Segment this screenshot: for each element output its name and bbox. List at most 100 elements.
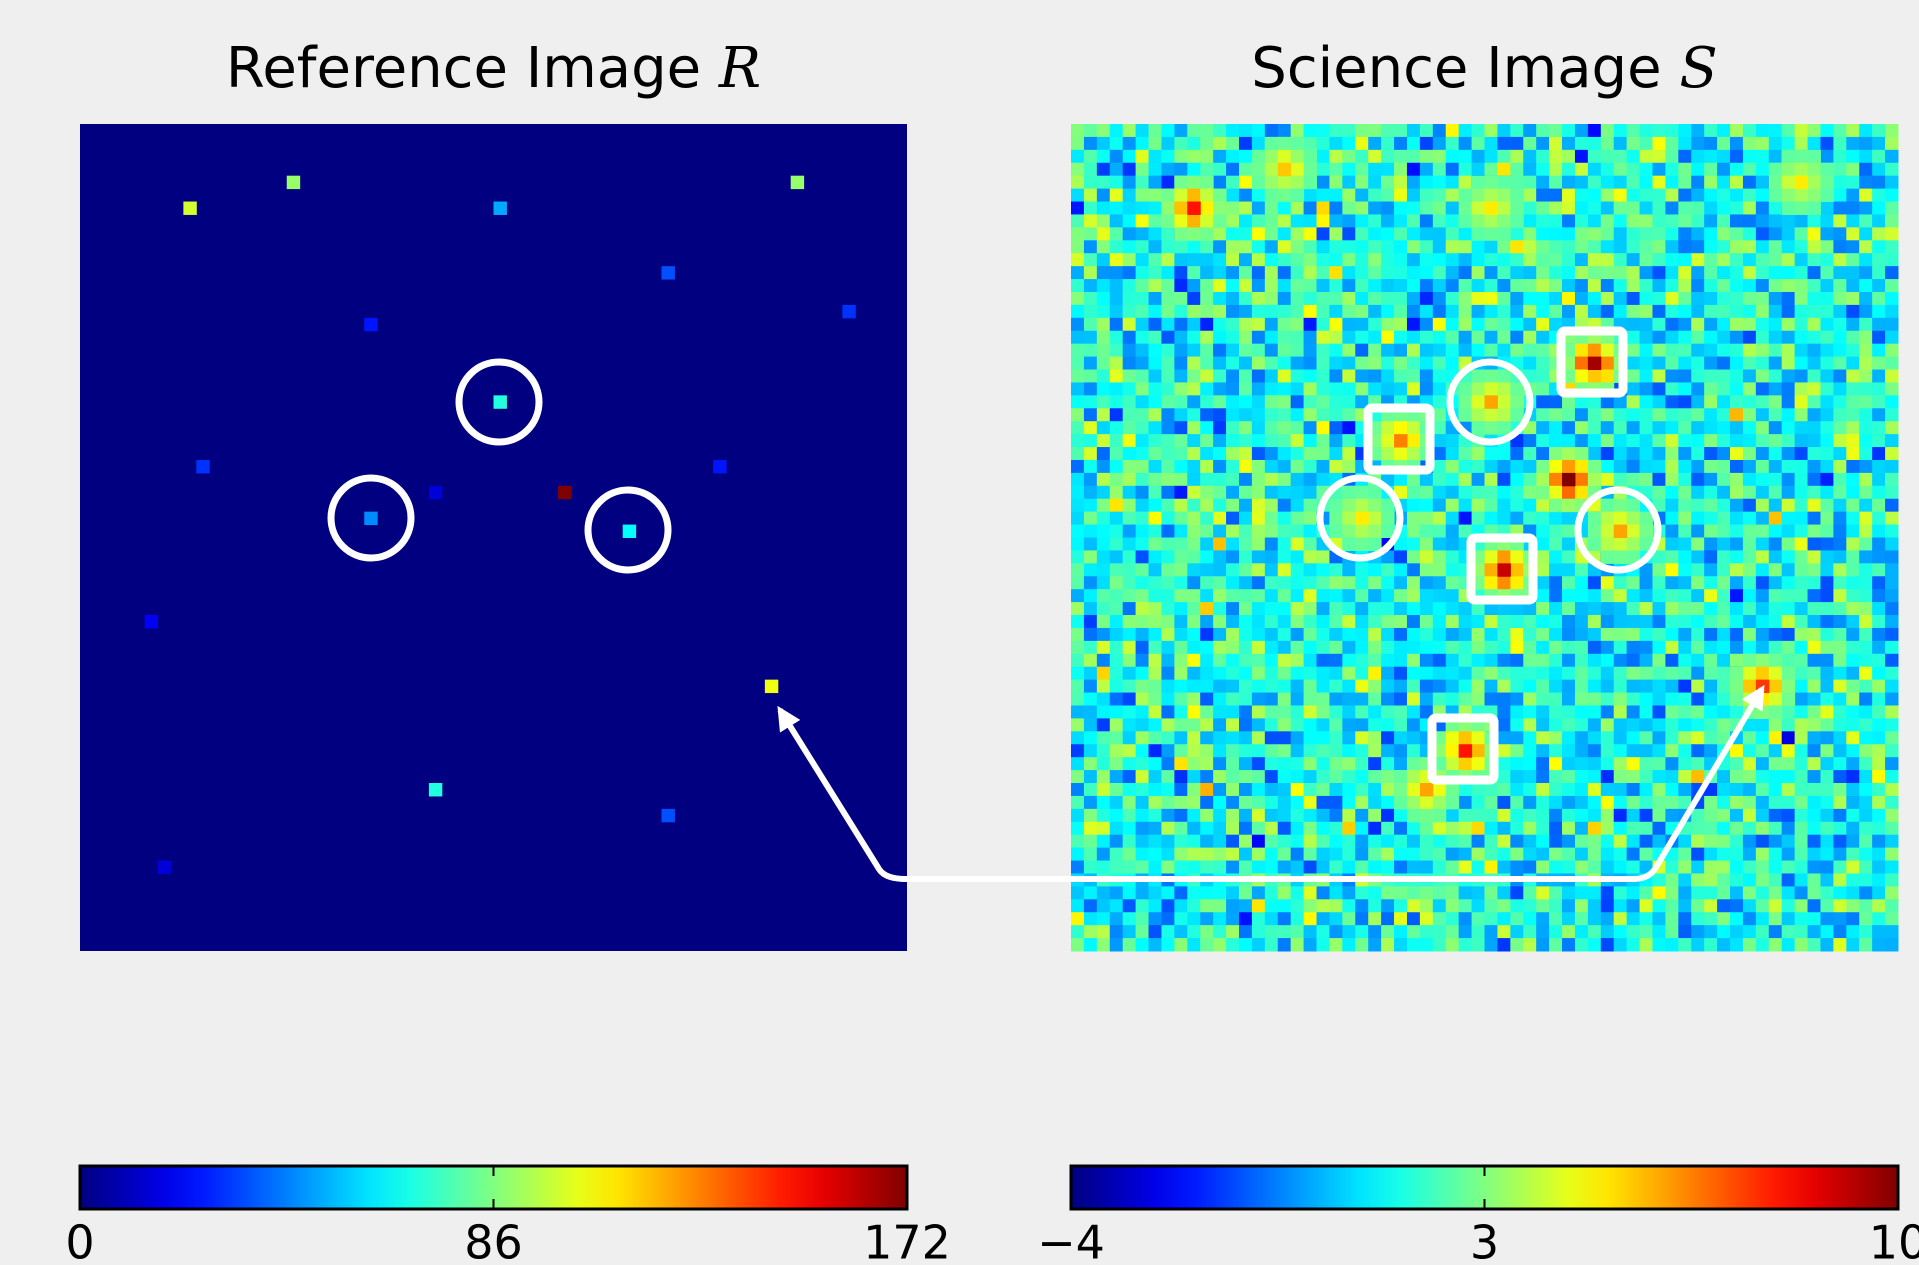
noise-pixel [1691, 873, 1704, 886]
noise-pixel [1614, 667, 1627, 680]
noise-pixel [1575, 189, 1588, 202]
noise-pixel [1627, 731, 1640, 744]
noise-pixel [1743, 408, 1756, 421]
noise-pixel [1640, 202, 1653, 215]
noise-pixel [1859, 848, 1872, 861]
noise-pixel [1291, 783, 1304, 796]
noise-pixel [1872, 408, 1885, 421]
noise-pixel [1808, 783, 1821, 796]
noise-pixel [1136, 525, 1149, 538]
noise-pixel [1407, 382, 1420, 395]
noise-pixel [1562, 822, 1575, 835]
noise-pixel [1678, 628, 1691, 641]
noise-pixel [1833, 693, 1846, 706]
noise-pixel [1730, 124, 1743, 137]
noise-pixel [1110, 421, 1123, 434]
noise-pixel [1381, 279, 1394, 292]
noise-pixel [1110, 447, 1123, 460]
noise-pixel [1097, 783, 1110, 796]
noise-pixel [1226, 525, 1239, 538]
noise-pixel [1640, 253, 1653, 266]
noise-pixel [1846, 835, 1859, 848]
noise-pixel [1265, 318, 1278, 331]
noise-pixel [1820, 550, 1833, 563]
source-halo [1394, 770, 1407, 783]
source-pixel [713, 460, 726, 473]
noise-pixel [1562, 589, 1575, 602]
noise-pixel [1200, 305, 1213, 318]
noise-pixel [1782, 835, 1795, 848]
noise-pixel [1743, 421, 1756, 434]
noise-pixel [1536, 279, 1549, 292]
noise-pixel [1136, 460, 1149, 473]
noise-pixel [1833, 421, 1846, 434]
noise-pixel [1536, 912, 1549, 925]
noise-pixel [1704, 512, 1717, 525]
noise-pixel [1704, 357, 1717, 370]
noise-pixel [1446, 848, 1459, 861]
noise-pixel [1769, 641, 1782, 654]
noise-pixel [1859, 318, 1872, 331]
noise-pixel [1652, 318, 1665, 331]
noise-pixel [1756, 822, 1769, 835]
noise-pixel [1097, 861, 1110, 874]
noise-pixel [1174, 654, 1187, 667]
noise-pixel [1756, 848, 1769, 861]
noise-pixel [1149, 835, 1162, 848]
noise-pixel [1368, 124, 1381, 137]
source-halo [1614, 512, 1627, 525]
noise-pixel [1381, 705, 1394, 718]
noise-pixel [1795, 512, 1808, 525]
source-halo [1782, 693, 1795, 706]
noise-pixel [1226, 757, 1239, 770]
noise-pixel [1601, 124, 1614, 137]
noise-pixel [1885, 654, 1898, 667]
noise-pixel [1239, 770, 1252, 783]
noise-pixel [1342, 899, 1355, 912]
noise-pixel [1872, 395, 1885, 408]
noise-pixel [1846, 718, 1859, 731]
noise-pixel [1472, 499, 1485, 512]
noise-pixel [1833, 796, 1846, 809]
noise-pixel [1485, 809, 1498, 822]
noise-pixel [1859, 512, 1872, 525]
noise-pixel [1795, 344, 1808, 357]
noise-pixel [1885, 305, 1898, 318]
noise-pixel [1549, 654, 1562, 667]
noise-pixel [1820, 202, 1833, 215]
noise-pixel [1200, 886, 1213, 899]
noise-pixel [1304, 680, 1317, 693]
noise-pixel [1717, 202, 1730, 215]
noise-pixel [1549, 589, 1562, 602]
noise-pixel [1213, 434, 1226, 447]
noise-pixel [1846, 227, 1859, 240]
noise-pixel [1704, 486, 1717, 499]
noise-pixel [1200, 770, 1213, 783]
noise-pixel [1317, 731, 1330, 744]
noise-pixel [1084, 899, 1097, 912]
noise-pixel [1665, 382, 1678, 395]
noise-pixel [1640, 680, 1653, 693]
noise-pixel [1808, 757, 1821, 770]
noise-pixel [1523, 835, 1536, 848]
noise-pixel [1252, 861, 1265, 874]
source-halo [1769, 680, 1782, 693]
noise-pixel [1433, 925, 1446, 938]
noise-pixel [1110, 680, 1123, 693]
noise-pixel [1123, 357, 1136, 370]
noise-pixel [1485, 667, 1498, 680]
source-halo [1213, 214, 1226, 227]
noise-pixel [1510, 744, 1523, 757]
noise-pixel [1420, 189, 1433, 202]
noise-pixel [1601, 705, 1614, 718]
noise-pixel [1110, 408, 1123, 421]
source-halo [1433, 796, 1446, 809]
noise-pixel [1252, 525, 1265, 538]
noise-pixel [1110, 563, 1123, 576]
noise-pixel [1149, 744, 1162, 757]
noise-pixel [1730, 861, 1743, 874]
noise-pixel [1226, 899, 1239, 912]
noise-pixel [1084, 602, 1097, 615]
noise-pixel [1149, 382, 1162, 395]
noise-pixel [1795, 460, 1808, 473]
